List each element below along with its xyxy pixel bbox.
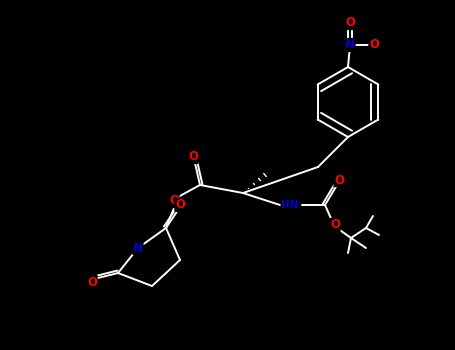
Text: O: O	[345, 16, 355, 29]
Text: O: O	[175, 198, 185, 211]
Text: O: O	[87, 275, 97, 288]
Text: O: O	[334, 174, 344, 187]
Text: N: N	[133, 241, 143, 254]
Text: O: O	[330, 218, 340, 231]
Text: N: N	[345, 38, 355, 51]
Text: O: O	[169, 195, 179, 208]
Text: O: O	[188, 150, 198, 163]
Text: HN: HN	[281, 200, 299, 210]
Text: O: O	[369, 38, 379, 51]
